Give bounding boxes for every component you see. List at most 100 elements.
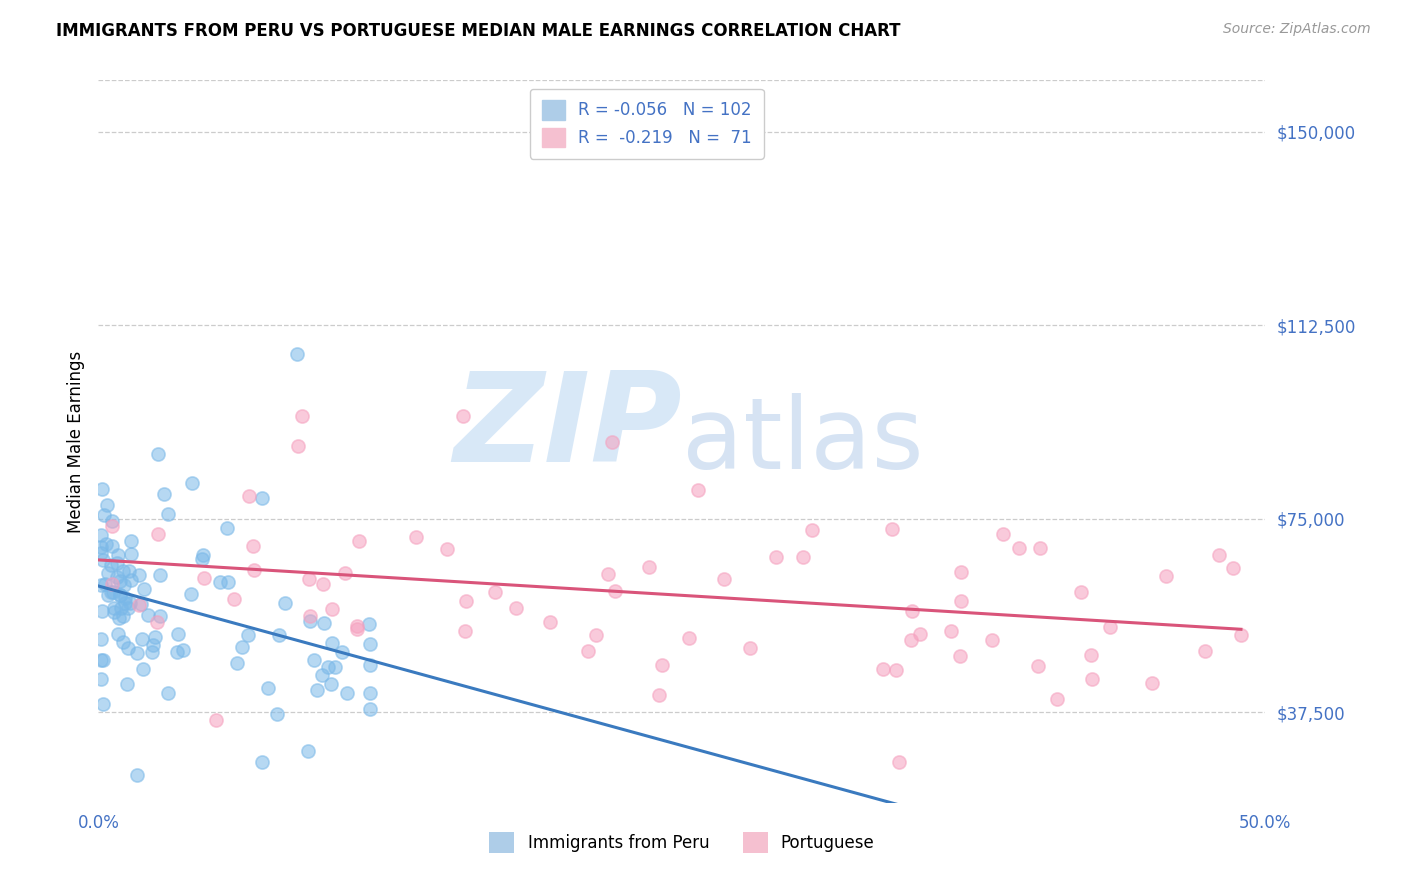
Text: atlas: atlas <box>682 393 924 490</box>
Point <box>274 596 297 610</box>
Point <box>143 630 166 644</box>
Point <box>127 767 149 781</box>
Point <box>359 617 381 632</box>
Point <box>454 594 477 608</box>
Point <box>1154 569 1177 583</box>
Point <box>117 676 139 690</box>
Point <box>359 702 381 716</box>
Point <box>1029 541 1052 556</box>
Point <box>256 681 278 696</box>
Point <box>1099 620 1122 634</box>
Point <box>107 549 129 563</box>
Point <box>585 628 607 642</box>
Point <box>238 489 260 503</box>
Point <box>90 546 112 560</box>
Point <box>738 641 761 656</box>
Point <box>191 552 214 566</box>
Point <box>107 627 129 641</box>
Point <box>981 632 1004 647</box>
Point <box>209 574 232 589</box>
Point <box>125 646 148 660</box>
Point <box>346 619 368 633</box>
Point <box>269 628 291 642</box>
Point <box>1230 628 1253 642</box>
Point <box>600 434 623 449</box>
Point <box>90 673 112 687</box>
Point <box>686 483 709 497</box>
Point <box>100 514 122 528</box>
Point <box>297 744 319 758</box>
Point <box>298 609 321 624</box>
Point <box>225 656 247 670</box>
Point <box>91 697 114 711</box>
Point <box>90 482 112 496</box>
Point <box>157 686 180 700</box>
Point <box>108 588 131 602</box>
Point <box>316 659 339 673</box>
Point <box>941 624 963 639</box>
Point <box>991 527 1014 541</box>
Point <box>146 615 169 629</box>
Point <box>792 549 814 564</box>
Point <box>1208 548 1230 562</box>
Point <box>576 643 599 657</box>
Point <box>90 528 112 542</box>
Point <box>180 587 202 601</box>
Point <box>637 559 659 574</box>
Point <box>765 549 787 564</box>
Point <box>120 573 142 587</box>
Point <box>1081 672 1104 686</box>
Point <box>305 682 328 697</box>
Point <box>105 570 128 584</box>
Point <box>347 534 370 549</box>
Point <box>311 576 333 591</box>
Point <box>359 637 381 651</box>
Point <box>887 755 910 769</box>
Point <box>172 643 194 657</box>
Point <box>90 653 112 667</box>
Point <box>298 572 321 586</box>
Text: IMMIGRANTS FROM PERU VS PORTUGUESE MEDIAN MALE EARNINGS CORRELATION CHART: IMMIGRANTS FROM PERU VS PORTUGUESE MEDIA… <box>56 22 901 40</box>
Point <box>118 564 141 578</box>
Point <box>266 706 288 721</box>
Point <box>949 594 972 608</box>
Point <box>193 571 215 585</box>
Point <box>900 633 922 648</box>
Point <box>101 577 124 591</box>
Point <box>90 578 112 592</box>
Point <box>117 640 139 655</box>
Point <box>204 713 226 727</box>
Point <box>110 601 132 615</box>
Point <box>304 653 326 667</box>
Point <box>103 600 125 615</box>
Point <box>1194 644 1216 658</box>
Point <box>103 605 125 619</box>
Point <box>596 566 619 581</box>
Point <box>138 607 160 622</box>
Point <box>117 600 139 615</box>
Point <box>134 582 156 596</box>
Point <box>231 640 253 654</box>
Legend: Immigrants from Peru, Portuguese: Immigrants from Peru, Portuguese <box>482 826 882 860</box>
Point <box>884 663 907 677</box>
Point <box>1080 648 1102 662</box>
Y-axis label: Median Male Earnings: Median Male Earnings <box>66 351 84 533</box>
Point <box>120 596 142 610</box>
Point <box>505 601 527 615</box>
Point <box>321 635 343 649</box>
Point <box>872 662 894 676</box>
Point <box>242 563 264 577</box>
Point <box>149 609 172 624</box>
Point <box>131 632 153 647</box>
Point <box>336 686 359 700</box>
Point <box>129 597 152 611</box>
Point <box>346 623 368 637</box>
Point <box>120 547 142 561</box>
Point <box>112 578 135 592</box>
Point <box>94 577 117 591</box>
Point <box>880 522 903 536</box>
Point <box>215 521 238 535</box>
Point <box>311 668 333 682</box>
Point <box>713 572 735 586</box>
Point <box>285 347 308 361</box>
